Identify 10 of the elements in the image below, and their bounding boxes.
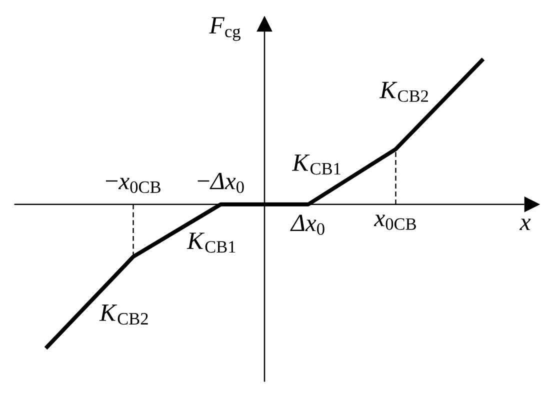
x-tick-label: −x$_{0CB}$ — [106, 178, 160, 194]
annotation: K$_{CB2}$ — [99, 304, 148, 325]
x-tick-label: −Δx$_{0}$ — [198, 173, 244, 194]
x-tick-label: x$_{0CB}$ — [374, 214, 416, 230]
annotation: K$_{CB2}$ — [379, 82, 428, 102]
annotation: K$_{CB1}$ — [186, 232, 236, 253]
x-axis-title: x — [520, 218, 531, 230]
annotation: K$_{CB1}$ — [292, 154, 340, 175]
x-tick-label: Δx$_{0}$ — [290, 214, 324, 236]
y-axis-title: F$_{cg}$ — [209, 17, 240, 42]
